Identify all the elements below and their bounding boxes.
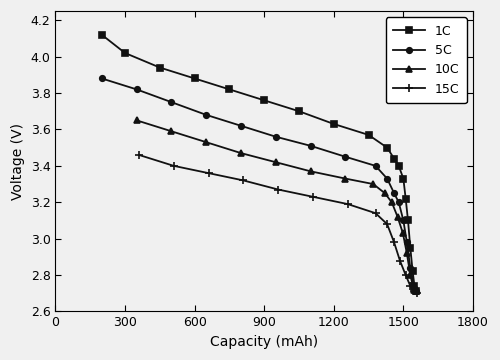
10C (203, 140, 209, 144)
15C (397, 258, 403, 263)
1C (408, 246, 414, 250)
Legend: 1C, 5C, 10C, 15C: 1C, 5C, 10C, 15C (386, 17, 466, 103)
5C (408, 266, 414, 270)
5C (384, 176, 390, 181)
1C (391, 156, 397, 161)
15C (206, 171, 212, 175)
1C (413, 289, 419, 294)
Line: 1C: 1C (99, 32, 419, 294)
15C (414, 291, 420, 296)
5C (203, 113, 209, 117)
1C (296, 109, 302, 113)
5C (168, 100, 174, 104)
5C (134, 87, 140, 91)
10C (394, 215, 400, 219)
1C (157, 66, 163, 70)
10C (389, 200, 395, 204)
10C (273, 160, 279, 165)
10C (370, 182, 376, 186)
1C (405, 218, 411, 222)
10C (308, 169, 314, 174)
X-axis label: Capacity (mAh): Capacity (mAh) (210, 335, 318, 349)
1C (122, 51, 128, 55)
Line: 10C: 10C (134, 118, 419, 294)
10C (342, 176, 348, 181)
15C (391, 240, 397, 244)
15C (384, 222, 390, 226)
10C (411, 288, 417, 292)
1C (410, 269, 416, 274)
5C (396, 200, 402, 204)
1C (261, 98, 267, 103)
10C (168, 129, 174, 134)
10C (382, 191, 388, 195)
15C (136, 153, 142, 157)
1C (396, 164, 402, 168)
Line: 15C: 15C (134, 151, 421, 297)
1C (366, 133, 372, 137)
5C (308, 144, 314, 148)
5C (413, 289, 419, 294)
5C (99, 76, 105, 81)
1C (226, 87, 232, 91)
1C (402, 197, 408, 201)
1C (400, 176, 406, 181)
5C (404, 240, 410, 244)
1C (192, 76, 198, 81)
Y-axis label: Voltage (V): Voltage (V) (11, 123, 25, 200)
5C (372, 164, 378, 168)
15C (275, 187, 281, 192)
10C (134, 118, 140, 122)
1C (384, 145, 390, 150)
1C (99, 33, 105, 37)
15C (310, 195, 316, 199)
Line: 5C: 5C (99, 76, 419, 294)
5C (238, 123, 244, 128)
1C (331, 122, 337, 126)
5C (273, 135, 279, 139)
5C (391, 191, 397, 195)
10C (404, 251, 410, 255)
10C (238, 151, 244, 155)
15C (402, 273, 408, 277)
5C (400, 218, 406, 222)
15C (372, 211, 378, 215)
10C (408, 273, 414, 277)
15C (170, 164, 176, 168)
10C (400, 231, 406, 235)
15C (412, 289, 418, 294)
15C (240, 178, 246, 183)
15C (408, 284, 414, 288)
5C (342, 154, 348, 159)
1C (412, 284, 418, 288)
15C (344, 202, 350, 206)
10C (413, 289, 419, 294)
5C (411, 285, 417, 290)
